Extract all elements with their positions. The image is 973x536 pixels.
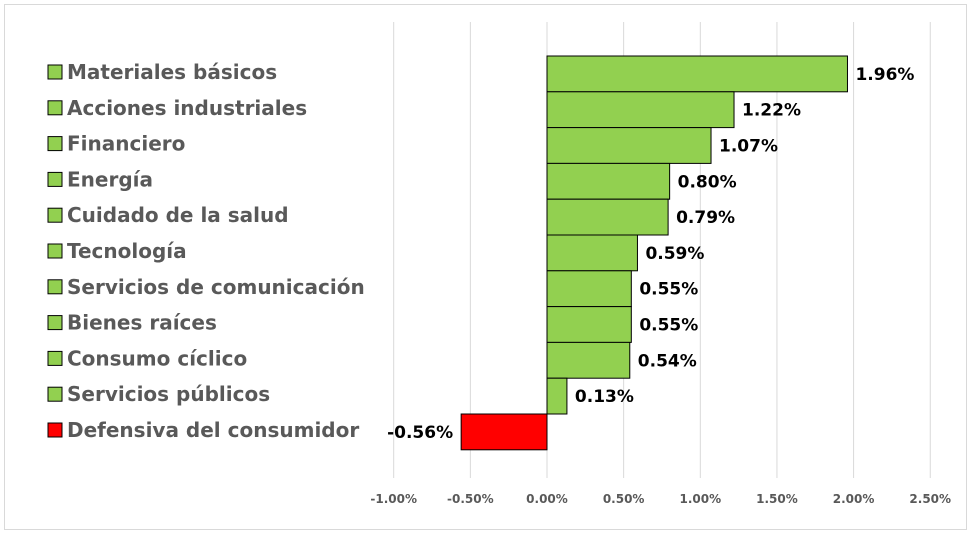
legend-entry: Cuidado de la salud bbox=[67, 203, 289, 227]
x-tick-label: 2.50% bbox=[909, 492, 951, 506]
bar bbox=[546, 55, 848, 93]
legend-swatch bbox=[47, 243, 63, 259]
legend-entry: Consumo cíclico bbox=[67, 346, 247, 370]
data-label: 0.55% bbox=[639, 316, 698, 336]
bars bbox=[460, 55, 848, 451]
legend-swatch bbox=[47, 279, 63, 295]
x-tick-label: -1.00% bbox=[370, 492, 417, 506]
legend-swatch bbox=[47, 136, 63, 152]
legend-swatch bbox=[47, 64, 63, 80]
legend-entry: Materiales básicos bbox=[67, 60, 277, 84]
x-tick-label: 0.50% bbox=[603, 492, 645, 506]
bar bbox=[546, 306, 632, 343]
bar bbox=[460, 413, 548, 451]
legend-swatch bbox=[47, 207, 63, 223]
legend-entry: Financiero bbox=[67, 132, 185, 156]
legend-entry: Bienes raíces bbox=[67, 311, 217, 335]
data-label: 1.07% bbox=[719, 137, 778, 157]
data-label: -0.56% bbox=[387, 423, 453, 443]
data-label: 1.22% bbox=[742, 101, 801, 121]
data-labels: 1.96% 1.22% 1.07% 0.80% 0.79% 0.59% 0.55% 0.55%… bbox=[387, 65, 914, 443]
legend-swatch bbox=[47, 350, 63, 366]
data-label: 0.80% bbox=[678, 172, 737, 192]
data-label: 1.96% bbox=[855, 65, 914, 85]
bar bbox=[546, 377, 568, 415]
legend-entry: Servicios públicos bbox=[67, 382, 270, 406]
legend-swatch bbox=[47, 386, 63, 402]
legend-swatch bbox=[47, 422, 63, 438]
bar bbox=[546, 162, 671, 200]
legend-entry: Tecnología bbox=[67, 239, 187, 263]
x-tick-label: 2.00% bbox=[833, 492, 875, 506]
bar bbox=[546, 341, 631, 379]
x-tick-label: -0.50% bbox=[447, 492, 494, 506]
data-label: 0.13% bbox=[575, 387, 634, 407]
bar bbox=[546, 270, 632, 308]
bar bbox=[546, 91, 735, 129]
x-tick-label: 1.50% bbox=[756, 492, 798, 506]
legend: Materiales básicos Acciones industriales F… bbox=[47, 60, 365, 442]
bar bbox=[546, 127, 712, 164]
legend-swatch bbox=[47, 315, 63, 331]
legend-entry: Servicios de comunicación bbox=[67, 275, 365, 299]
data-label: 0.55% bbox=[639, 280, 698, 300]
legend-swatch bbox=[47, 100, 63, 116]
data-label: 0.54% bbox=[638, 351, 697, 371]
legend-entry: Defensiva del consumidor bbox=[67, 418, 359, 442]
bar bbox=[546, 234, 638, 272]
x-axis-tick-labels: -1.00% -0.50% 0.00% 0.50% 1.00% 1.50% 2.00% 2.5… bbox=[370, 492, 951, 506]
data-label: 0.79% bbox=[676, 208, 735, 228]
legend-swatch bbox=[47, 171, 63, 187]
x-tick-label: 0.00% bbox=[526, 492, 568, 506]
data-label: 0.59% bbox=[645, 244, 704, 264]
legend-entry: Energía bbox=[67, 167, 153, 191]
bar bbox=[546, 198, 669, 236]
x-tick-label: 1.00% bbox=[679, 492, 721, 506]
legend-entry: Acciones industriales bbox=[67, 96, 307, 120]
